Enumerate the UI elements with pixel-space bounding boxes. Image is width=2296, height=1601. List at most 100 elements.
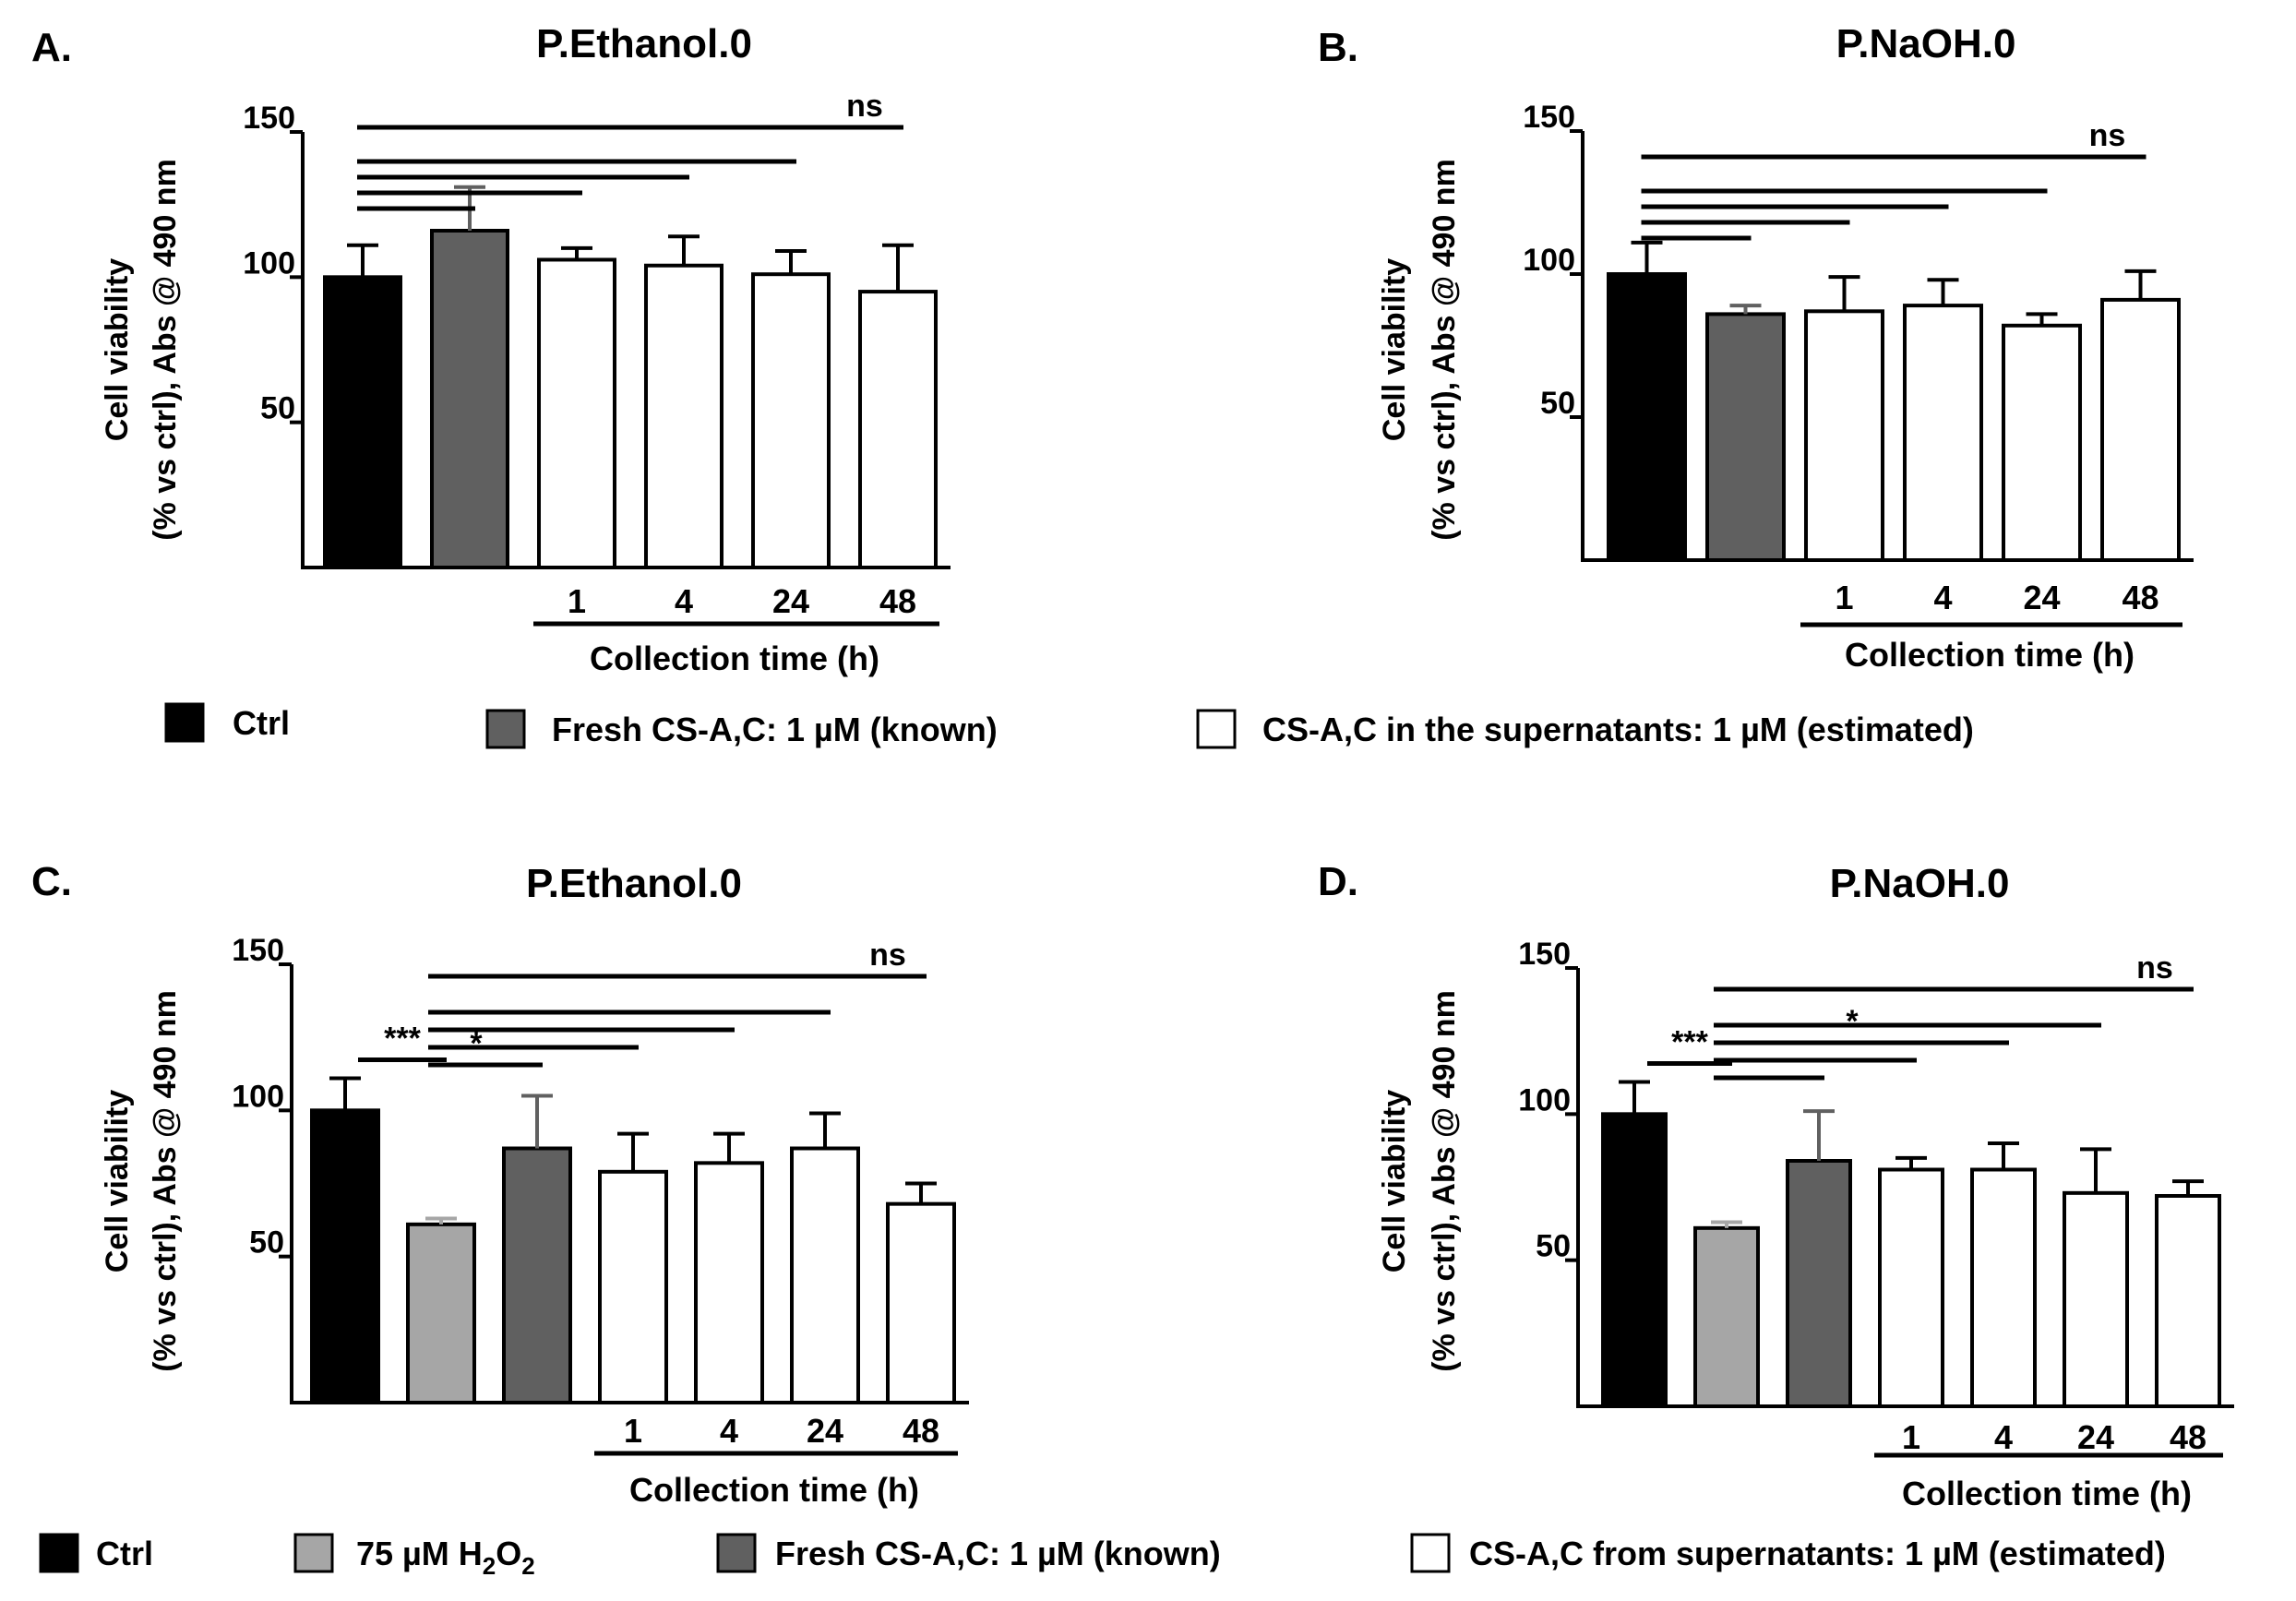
legend-label: Ctrl [233,704,290,742]
legend-label-main: CS-A,C from supernatants: 1 µM (estimate… [1469,1535,2166,1572]
panel-letter: A. [31,25,72,70]
chart-title: P.NaOH.0 [1836,21,2016,66]
panel-letter: C. [31,859,72,904]
legend-label-sub: 2 [521,1552,534,1580]
y-tick-label: 50 [249,1225,284,1260]
bar [1705,312,1786,562]
chart-panel-d: D. P.NaOH.0 Cell viability (% vs ctrl), Abs… [1318,859,2234,1512]
x-tick-label: 48 [2122,579,2158,616]
bar [751,272,831,569]
chart-panel-b: B. P.NaOH.0 Cell viability (% vs ctrl), Abs… [1318,21,2194,674]
bar [598,1169,668,1405]
chart-panel-c: C. P.Ethanol.0 Cell viability (% vs ctrl), … [31,859,969,1509]
bar [1601,1112,1668,1409]
x-tick-label: 24 [2077,1418,2114,1456]
y-tick-label: 50 [1536,1229,1571,1264]
x-tick-label: 1 [568,582,586,620]
bar [2002,323,2082,562]
y-tick-label: 150 [1518,937,1571,972]
y-axis-label: (% vs ctrl), Abs @ 490 nm [148,159,183,541]
bar [790,1146,860,1404]
bar [1786,1159,1852,1408]
legend-swatch [1410,1533,1451,1573]
x-axis-label: Collection time (h) [629,1471,919,1509]
significance-label: * [1846,1004,1859,1039]
y-tick-label: 100 [232,1079,284,1114]
legend-label: CS-A,C from supernatants: 1 µM (estimate… [1469,1535,2166,1572]
significance-label: *** [384,1022,421,1057]
legend-swatch [39,1533,79,1573]
x-tick-label: 4 [675,582,693,620]
bar [694,1161,764,1405]
legend-top: Ctrl Fresh CS-A,C: 1 µM (known) CS-A,C in … [164,702,1974,749]
chart-title: P.NaOH.0 [1830,861,2010,906]
legend-swatch [1196,709,1237,749]
x-tick-label: 1 [1835,579,1853,616]
significance-label: ns [846,89,883,124]
y-tick-label: 150 [232,933,284,968]
chart-panel-a: A. P.Ethanol.0 Cell viability (% vs ctrl), … [31,21,951,677]
x-tick-label: 48 [2170,1418,2206,1456]
bar [2100,297,2181,562]
y-tick-label: 100 [243,245,295,281]
legend-label: 75 µM H2O2 [356,1535,535,1580]
bar [858,290,938,569]
x-tick-label: 4 [720,1412,738,1450]
bar [430,228,509,569]
legend-label: Ctrl [96,1535,153,1572]
y-axis-label: Cell viability [1377,1090,1412,1272]
legend-swatch [485,709,526,749]
significance-label: * [470,1026,483,1061]
x-tick-label: 48 [879,582,916,620]
x-tick-label: 48 [903,1412,939,1450]
x-tick-label: 24 [807,1412,843,1450]
legend-label-sub: 2 [483,1552,496,1580]
bar [323,275,402,569]
y-tick-label: 150 [243,101,295,136]
bar [1970,1167,2037,1408]
x-axis-label: Collection time (h) [1845,636,2135,674]
legend-label: CS-A,C in the supernatants: 1 µM (estima… [1262,711,1974,748]
legend-swatch [293,1533,334,1573]
bar [644,263,723,569]
y-tick-label: 100 [1523,243,1575,278]
x-tick-label: 24 [772,582,809,620]
x-tick-label: 24 [2023,579,2060,616]
x-tick-label: 1 [1902,1418,1920,1456]
x-tick-label: 1 [624,1412,642,1450]
x-axis-label: Collection time (h) [1902,1475,2192,1512]
y-axis-label: Cell viability [1377,258,1412,441]
bar [1607,272,1687,562]
significance-label: ns [2089,118,2126,153]
bar [537,257,616,569]
bar [502,1146,572,1404]
panel-letter: B. [1318,25,1358,70]
panel-letter: D. [1318,859,1358,904]
bar [886,1201,956,1404]
y-axis-label: Cell viability [100,1090,135,1272]
legend-label-main: 75 µM H [356,1535,483,1572]
bar [1693,1225,1760,1409]
legend-swatch [164,702,205,743]
legend-swatch [716,1533,757,1573]
legend-label-tail: O [496,1535,521,1572]
legend-label: Fresh CS-A,C: 1 µM (known) [775,1535,1221,1572]
legend-bottom: Ctrl 75 µM H2O2 Fresh CS-A,C: 1 µM (known)… [39,1533,2166,1580]
significance-label: *** [1671,1025,1708,1060]
bar [2155,1194,2221,1408]
bar [2063,1190,2129,1409]
y-tick-label: 150 [1523,100,1575,135]
y-axis-label: (% vs ctrl), Abs @ 490 nm [1427,990,1462,1372]
y-tick-label: 100 [1518,1082,1571,1117]
chart-title: P.Ethanol.0 [526,861,742,906]
y-tick-label: 50 [260,391,295,426]
x-axis-label: Collection time (h) [590,639,879,677]
x-tick-label: 4 [1994,1418,2013,1456]
significance-label: ns [869,938,906,973]
bar [1878,1167,1944,1408]
chart-title: P.Ethanol.0 [536,21,752,66]
legend-label: Fresh CS-A,C: 1 µM (known) [552,711,998,748]
y-axis-label: Cell viability [100,258,135,441]
bar [1903,304,1983,562]
